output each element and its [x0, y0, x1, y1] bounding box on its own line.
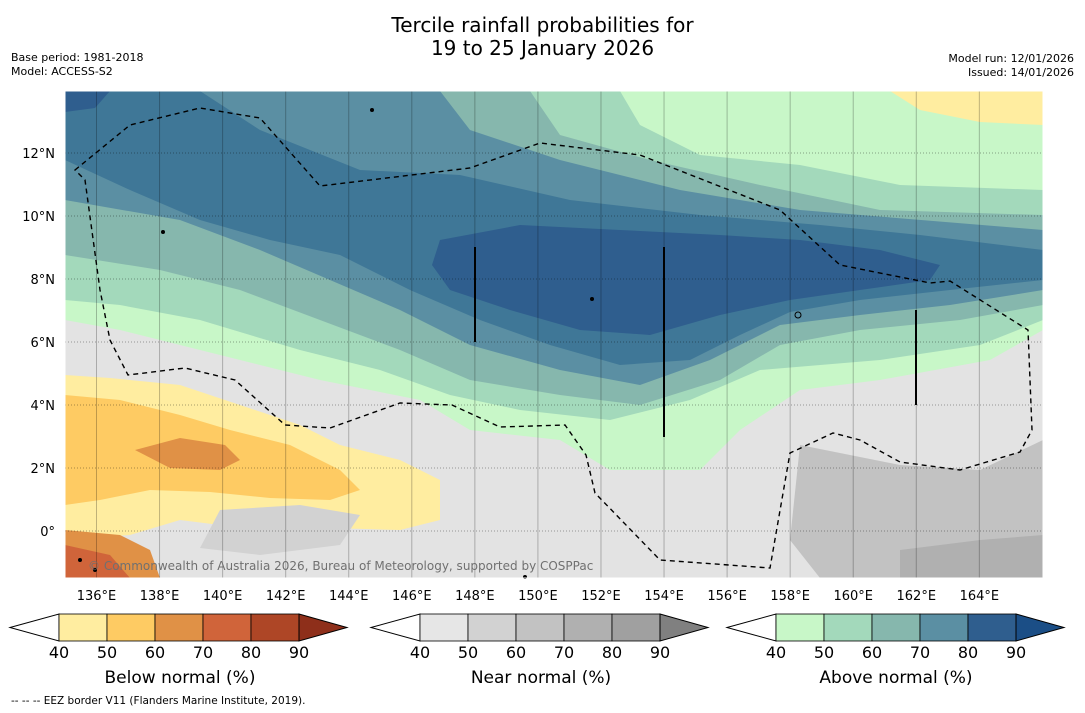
colorbar-tick: 50: [458, 643, 478, 662]
longitude-label: 136°E: [77, 589, 117, 604]
colorbar-tick: 60: [145, 643, 165, 662]
colorbar-segment: [250, 613, 300, 642]
near-normal-50: [200, 505, 360, 555]
below-normal-40-ne: [890, 91, 1043, 125]
colorbar-segment: [775, 613, 825, 642]
probability-field: [65, 91, 1043, 578]
colorbar-segment: [467, 613, 517, 642]
latitude-label: 0°: [40, 525, 55, 540]
colorbar-segment: [871, 613, 921, 642]
colorbar-above-normal: 40 50 60 70 80 90: [725, 613, 1066, 662]
longitude-label: 154°E: [644, 589, 684, 604]
colorbar-extend-low: [369, 613, 421, 642]
colorbar-tick: 90: [1006, 643, 1026, 662]
colorbar-extend-high: [1015, 613, 1066, 642]
latitude-label: 6°N: [31, 336, 56, 351]
above-normal-90: [432, 225, 940, 335]
colorbar-below-normal: 40 50 60 70 80 90: [8, 613, 349, 662]
title-line-1: Tercile rainfall probabilities for: [391, 13, 694, 37]
colorbar-tick: 70: [910, 643, 930, 662]
longitude-label: 142°E: [266, 589, 306, 604]
title-line-2: 19 to 25 January 2026: [430, 36, 655, 60]
boundary-segments: [474, 247, 917, 437]
colorbar-extend-low: [725, 613, 777, 642]
longitude-label: 150°E: [518, 589, 558, 604]
colorbar-segment: [563, 613, 613, 642]
island: [590, 297, 594, 301]
longitude-label: 158°E: [770, 589, 810, 604]
island: [794, 311, 802, 319]
colorbar-segment: [58, 613, 108, 642]
colorbar-tick: 40: [766, 643, 786, 662]
colorbar-tick: 90: [289, 643, 309, 662]
longitude-label: 160°E: [833, 589, 873, 604]
below-normal-70-sw: [65, 545, 130, 578]
longitude-label: 164°E: [960, 589, 1000, 604]
latitude-label: 10°N: [22, 210, 55, 225]
colorbar-segment: [919, 613, 969, 642]
page-title: Tercile rainfall probabilities for 19 to…: [0, 14, 1085, 60]
latitude-label: 4°N: [31, 399, 56, 414]
latitude-labels: 12°N 10°N 8°N 6°N 4°N 2°N 0°: [22, 147, 55, 540]
model-info: Base period: 1981-2018 Model: ACCESS-S2: [11, 51, 143, 79]
longitude-label: 138°E: [140, 589, 180, 604]
colorbar-tick: 70: [554, 643, 574, 662]
colorbar-segment: [202, 613, 252, 642]
longitude-label: 152°E: [581, 589, 621, 604]
base-period: Base period: 1981-2018: [11, 51, 144, 64]
island: [370, 108, 374, 112]
colorbar-tick: 70: [193, 643, 213, 662]
longitude-label: 144°E: [329, 589, 369, 604]
colorbar-segment: [154, 613, 204, 642]
colorbar-label-near: Near normal (%): [470, 668, 612, 688]
colorbar-tick: 90: [650, 643, 670, 662]
colorbar-tick: 80: [602, 643, 622, 662]
colorbar-segment: [106, 613, 156, 642]
island: [78, 558, 82, 562]
colorbar-near-normal: 40 50 60 70 80 90: [369, 613, 710, 662]
below-normal-60: [135, 438, 240, 470]
colorbar-extend-low: [8, 613, 60, 642]
colorbar-tick: 40: [49, 643, 69, 662]
colorbar-tick: 40: [410, 643, 430, 662]
colorbar-segment: [419, 613, 469, 642]
longitude-label: 148°E: [455, 589, 495, 604]
island: [161, 230, 165, 234]
colorbar-tick: 80: [958, 643, 978, 662]
colorbar-extend-high: [659, 613, 710, 642]
colorbar-tick: 50: [97, 643, 117, 662]
run-info: Model run: 12/01/2026 Issued: 14/01/2026: [948, 52, 1074, 80]
colorbar-tick: 50: [814, 643, 834, 662]
map-frame: [64, 90, 1044, 579]
colorbar-tick: 60: [862, 643, 882, 662]
eez-border-palau-fsm: [73, 107, 1033, 569]
colorbar-tick: 60: [506, 643, 526, 662]
island: [93, 568, 97, 572]
issued-date: Issued: 14/01/2026: [967, 66, 1074, 79]
footer-note: -- -- -- EEZ border V11 (Flanders Marine…: [11, 695, 306, 707]
colorbar-segment: [967, 613, 1017, 642]
colorbar-segment: [515, 613, 565, 642]
colorbar-segment: [611, 613, 661, 642]
longitude-labels: 136°E 138°E 140°E 142°E 144°E 146°E 148°E 150°E…: [77, 589, 999, 604]
above-normal-90-nw: [65, 91, 110, 112]
near-normal-70: [900, 535, 1043, 578]
colorbar-label-below: Below normal (%): [104, 668, 256, 688]
model-run: Model run: 12/01/2026: [948, 52, 1074, 65]
longitude-label: 156°E: [707, 589, 747, 604]
copyright-text: © Commonwealth of Australia 2026, Bureau…: [88, 559, 593, 573]
longitude-label: 146°E: [392, 589, 432, 604]
colorbar-extend-high: [298, 613, 349, 642]
latitude-label: 12°N: [22, 147, 55, 162]
longitude-label: 162°E: [897, 589, 937, 604]
colorbar-tick: 80: [241, 643, 261, 662]
longitude-label: 140°E: [203, 589, 243, 604]
model-name: Model: ACCESS-S2: [11, 65, 113, 78]
latitude-label: 2°N: [31, 462, 56, 477]
latitude-label: 8°N: [31, 273, 56, 288]
eez-borders: [73, 107, 1033, 569]
colorbar-segment: [823, 613, 873, 642]
colorbar-label-above: Above normal (%): [819, 668, 973, 688]
